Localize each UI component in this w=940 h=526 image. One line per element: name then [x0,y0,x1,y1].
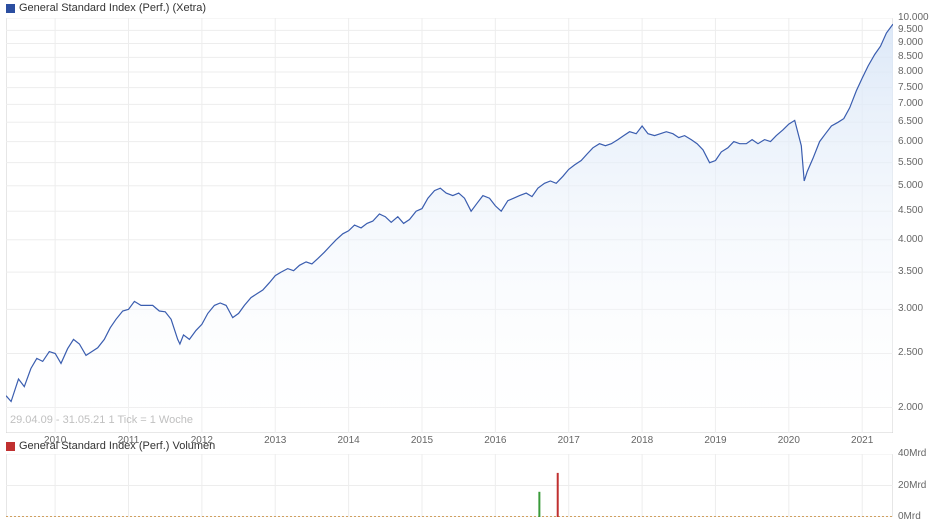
x-tick-label: 2013 [264,435,286,446]
y-tick-label: 6.500 [898,116,923,127]
price-chart [6,18,893,433]
x-tick-label: 2021 [851,435,873,446]
x-tick-label: 2010 [44,435,66,446]
y-tick-label: 6.000 [898,136,923,147]
legend-price-marker [6,4,15,13]
x-tick-label: 2011 [118,435,140,446]
x-tick-label: 2019 [704,435,726,446]
legend-price: General Standard Index (Perf.) (Xetra) [6,2,206,14]
y-tick-label: 3.500 [898,266,923,277]
y-tick-label: 9.500 [898,24,923,35]
x-tick-label: 2016 [484,435,506,446]
y-tick-label: 5.500 [898,157,923,168]
y-tick-label: 2.000 [898,402,923,413]
y-tick-label-volume: 20Mrd [898,480,926,491]
x-tick-label: 2017 [558,435,580,446]
chart-container: General Standard Index (Perf.) (Xetra) A… [0,0,940,526]
legend-volume-marker [6,442,15,451]
y-tick-label: 5.000 [898,180,923,191]
x-tick-label: 2014 [337,435,359,446]
legend-volume: General Standard Index (Perf.) Volumen [6,440,215,452]
y-tick-label-volume: 0Mrd [898,511,921,522]
y-tick-label: 8.000 [898,66,923,77]
y-tick-label-volume: 40Mrd [898,448,926,459]
y-tick-label: 2.500 [898,347,923,358]
y-tick-label: 4.500 [898,205,923,216]
y-tick-label: 4.000 [898,234,923,245]
date-range-label: 29.04.09 - 31.05.21 1 Tick = 1 Woche [10,414,193,426]
y-tick-label: 3.000 [898,303,923,314]
y-tick-label: 7.000 [898,98,923,109]
legend-price-text: General Standard Index (Perf.) (Xetra) [19,2,206,14]
x-tick-label: 2012 [191,435,213,446]
y-tick-label: 10.000 [898,12,929,23]
x-tick-label: 2018 [631,435,653,446]
volume-chart [6,454,893,517]
y-tick-label: 9.000 [898,37,923,48]
y-tick-label: 7.500 [898,82,923,93]
y-tick-label: 8.500 [898,51,923,62]
x-tick-label: 2020 [778,435,800,446]
x-tick-label: 2015 [411,435,433,446]
